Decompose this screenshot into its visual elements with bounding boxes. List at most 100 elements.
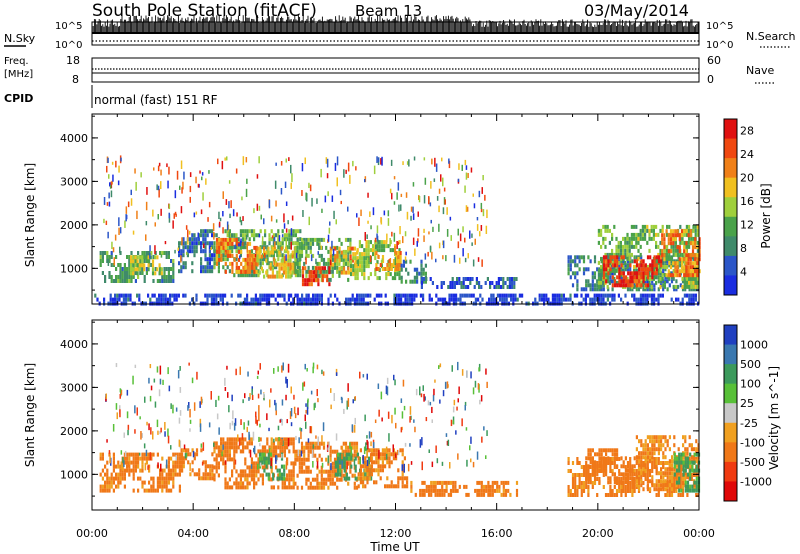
heatmap-cell <box>646 240 649 245</box>
heatmap-cell <box>129 297 132 302</box>
heatmap-cell <box>99 255 102 259</box>
heatmap-cell <box>165 255 168 259</box>
heatmap-cell <box>357 472 360 477</box>
heatmap-cell <box>308 270 311 275</box>
heatmap-cell <box>206 241 209 246</box>
heatmap-cell <box>689 273 692 278</box>
heatmap-speckle <box>120 157 122 162</box>
heatmap-cell <box>354 252 357 257</box>
heatmap-cell <box>685 241 688 246</box>
heatmap-cell <box>111 297 114 302</box>
heatmap-cell <box>395 456 398 461</box>
heatmap-cell <box>576 461 579 465</box>
heatmap-cell <box>180 448 183 453</box>
heatmap-cell <box>385 276 388 281</box>
heatmap-cell <box>288 473 291 478</box>
heatmap-speckle <box>473 203 476 209</box>
heatmap-speckle <box>325 157 328 164</box>
heatmap-cell <box>278 468 281 473</box>
heatmap-cell <box>655 271 658 276</box>
heatmap-cell <box>401 476 404 481</box>
heatmap-cell <box>355 445 359 450</box>
heatmap-cell <box>272 293 275 298</box>
heatmap-speckle <box>480 202 483 210</box>
heatmap-speckle <box>445 255 447 262</box>
heatmap-cell <box>613 279 617 284</box>
heatmap-cell <box>141 484 144 489</box>
heatmap-cell <box>316 269 319 274</box>
heatmap-cell <box>597 276 600 281</box>
heatmap-speckle <box>317 251 319 255</box>
heatmap-cell <box>213 257 216 262</box>
heatmap-cell <box>698 249 701 254</box>
heatmap-cell <box>681 276 684 281</box>
heatmap-cell <box>616 283 619 288</box>
heatmap-cell <box>106 484 109 489</box>
heatmap-cell <box>186 249 189 254</box>
heatmap-cell <box>165 484 168 489</box>
heatmap-cell <box>159 251 162 255</box>
heatmap-cell <box>163 267 166 271</box>
heatmap-speckle <box>402 236 404 244</box>
heatmap-cell <box>126 255 129 259</box>
heatmap-cell <box>591 287 594 292</box>
heatmap-cell <box>294 233 297 238</box>
heatmap-cell <box>600 297 603 302</box>
heatmap-cell <box>344 449 348 454</box>
heatmap-cell <box>679 283 682 288</box>
heatmap-cell <box>613 271 616 276</box>
heatmap-cell <box>145 460 148 465</box>
heatmap-cell <box>369 272 372 277</box>
heatmap-speckle <box>481 187 483 194</box>
heatmap-cell <box>253 237 256 242</box>
heatmap-cell <box>674 273 677 278</box>
heatmap-cell <box>664 259 667 264</box>
heatmap-cell <box>265 472 268 477</box>
heatmap-cell <box>327 297 330 302</box>
heatmap-cell <box>255 481 258 486</box>
heatmap-cell <box>127 293 130 298</box>
heatmap-cell <box>117 279 120 283</box>
heatmap-cell <box>160 293 163 298</box>
heatmap-cell <box>624 255 627 260</box>
heatmap-cell <box>351 457 354 462</box>
heatmap-cell <box>119 275 122 279</box>
heatmap-speckle <box>225 199 228 205</box>
heatmap-cell <box>635 279 639 284</box>
heatmap-cell <box>578 473 581 477</box>
heatmap-cell <box>609 293 612 298</box>
heatmap-cell <box>226 265 229 270</box>
heatmap-cell <box>357 476 360 481</box>
heatmap-cell <box>139 259 142 263</box>
heatmap-cell <box>606 224 609 229</box>
heatmap-cell <box>280 266 283 271</box>
heatmap-cell <box>279 445 282 450</box>
heatmap-speckle <box>232 209 235 217</box>
heatmap-cell <box>683 260 686 265</box>
heatmap-cell <box>285 274 288 279</box>
heatmap-cell <box>119 468 122 473</box>
heatmap-cell <box>189 472 192 477</box>
heatmap-speckle <box>429 202 432 207</box>
heatmap-cell <box>211 452 214 457</box>
heatmap-cell <box>211 269 214 274</box>
heatmap-cell <box>567 461 570 465</box>
heatmap-cell <box>126 267 129 271</box>
heatmap-cell <box>244 437 247 442</box>
heatmap-cell <box>366 464 369 469</box>
heatmap-cell <box>275 265 278 270</box>
heatmap-cell <box>101 456 104 461</box>
heatmap-cell <box>163 271 166 275</box>
heatmap-cell <box>340 265 343 270</box>
heatmap-cell <box>211 265 214 270</box>
heatmap-cell <box>343 468 346 473</box>
heatmap-cell <box>427 492 431 497</box>
heatmap-cell <box>664 267 667 272</box>
heatmap-cell <box>344 237 348 242</box>
heatmap-cell <box>657 279 660 284</box>
heatmap-cell <box>405 279 408 284</box>
heatmap-speckle <box>158 188 160 198</box>
heatmap-cell <box>337 472 340 477</box>
heatmap-cell <box>685 265 688 270</box>
heatmap-cell <box>300 253 304 258</box>
